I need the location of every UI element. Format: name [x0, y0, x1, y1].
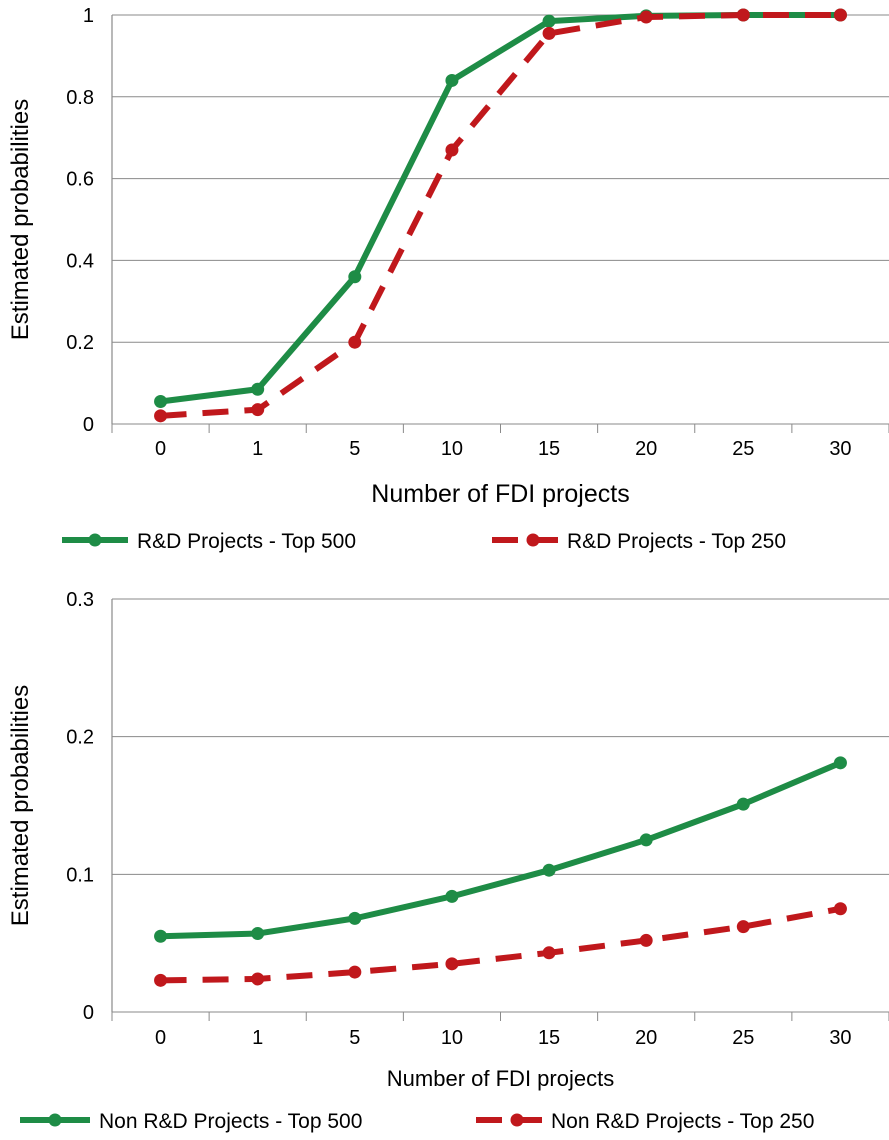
legend-swatch-marker: [526, 533, 540, 547]
data-point: [736, 8, 750, 22]
data-point: [833, 756, 847, 770]
data-point: [639, 833, 653, 847]
y-tick-label: 0: [83, 414, 94, 436]
x-tick-label: 20: [635, 438, 657, 460]
legend-swatch-marker: [88, 533, 102, 547]
x-tick-label: 5: [349, 1027, 360, 1049]
data-point: [251, 927, 265, 941]
y-tick-label: 0.2: [66, 332, 94, 354]
data-point: [154, 395, 168, 409]
x-tick-label: 25: [732, 438, 754, 460]
data-point: [445, 957, 459, 971]
data-point: [542, 863, 556, 877]
data-point: [154, 409, 168, 423]
data-point: [833, 902, 847, 916]
data-point: [348, 270, 362, 284]
y-tick-label: 0.4: [66, 250, 94, 272]
x-tick-label: 0: [155, 1027, 166, 1049]
data-point: [833, 8, 847, 22]
data-point: [154, 929, 168, 943]
data-point: [445, 889, 459, 903]
y-tick-label: 0.6: [66, 169, 94, 191]
data-point: [736, 797, 750, 811]
data-point: [445, 143, 459, 157]
data-point: [154, 973, 168, 987]
legend-entry-label: Non R&D Projects - Top 250: [551, 1110, 814, 1133]
y-axis-title: Estimated probabilities: [7, 685, 34, 926]
data-point: [251, 403, 265, 417]
y-tick-label: 1: [83, 5, 94, 27]
y-tick-label: 0.2: [66, 727, 94, 749]
data-point: [639, 933, 653, 947]
x-tick-label: 1: [252, 438, 263, 460]
series-line: [160, 760, 842, 940]
x-tick-label: 15: [538, 438, 560, 460]
x-tick-label: 0: [155, 438, 166, 460]
legend-entry-label: R&D Projects - Top 500: [137, 530, 356, 553]
x-tick-label: 25: [732, 1027, 754, 1049]
y-tick-label: 0: [83, 1002, 94, 1024]
data-point: [348, 965, 362, 979]
x-tick-label: 30: [829, 1027, 851, 1049]
x-axis-title: Number of FDI projects: [387, 1066, 614, 1091]
x-axis-title: Number of FDI projects: [371, 480, 629, 508]
data-point: [542, 26, 556, 40]
legend-entry-label: Non R&D Projects - Top 500: [99, 1110, 362, 1133]
legend-swatch-marker: [510, 1113, 524, 1127]
y-tick-label: 0.1: [66, 864, 94, 886]
y-tick-label: 0.3: [66, 589, 94, 611]
data-point: [348, 335, 362, 349]
data-point: [542, 946, 556, 960]
data-point: [736, 920, 750, 934]
series-line: [160, 12, 841, 405]
x-tick-label: 5: [349, 438, 360, 460]
legend-swatch-marker: [48, 1113, 62, 1127]
data-point: [251, 382, 265, 396]
data-point: [251, 972, 265, 986]
data-point: [445, 73, 459, 87]
series-line: [160, 905, 841, 984]
data-point: [348, 911, 362, 925]
y-axis-title: Estimated probabilities: [7, 99, 34, 340]
x-tick-label: 15: [538, 1027, 560, 1049]
series-line: [160, 12, 841, 419]
x-tick-label: 1: [252, 1027, 263, 1049]
x-tick-label: 10: [441, 1027, 463, 1049]
legend-entry-label: R&D Projects - Top 250: [567, 530, 786, 553]
x-tick-label: 10: [441, 438, 463, 460]
x-tick-label: 30: [829, 438, 851, 460]
data-point: [542, 14, 556, 28]
x-tick-label: 20: [635, 1027, 657, 1049]
y-tick-label: 0.8: [66, 87, 94, 109]
data-point: [639, 10, 653, 24]
